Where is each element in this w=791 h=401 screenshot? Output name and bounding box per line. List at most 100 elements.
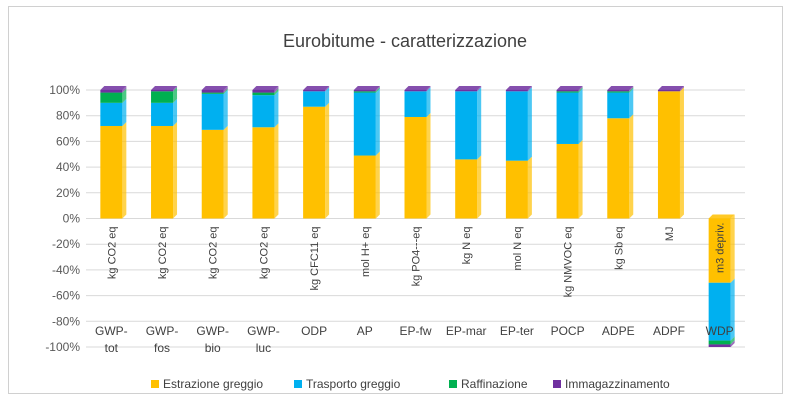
bar-top-face	[303, 86, 330, 90]
bar-segment	[100, 90, 123, 93]
unit-label: kg CO2 eq	[258, 227, 270, 280]
bar-segment	[353, 155, 376, 219]
bar-segment	[252, 90, 275, 93]
x-tick-label: ADPF	[653, 324, 685, 338]
bar-segment	[404, 91, 427, 117]
x-tick-label-line2: luc	[256, 341, 271, 355]
unit-label: MJ	[664, 227, 676, 242]
bar-segment	[353, 90, 376, 92]
bar-segment-side	[173, 98, 178, 126]
unit-label: mol H+ eq	[360, 227, 372, 277]
legend-swatch	[449, 380, 457, 388]
bar-segment-side	[274, 123, 279, 219]
bar-segment-side	[223, 125, 228, 219]
bar-segment	[201, 129, 224, 219]
bar-top-face	[505, 86, 532, 90]
chart-title: Eurobitume - caratterizzazione	[283, 31, 527, 51]
bar-segment-side	[274, 86, 279, 93]
bar-segment-side	[527, 87, 532, 161]
unit-label: kg CFC11 eq	[309, 227, 321, 291]
y-tick-label: -60%	[52, 289, 80, 303]
bar-segment-side	[325, 102, 330, 219]
unit-labels: kg CO2 eq kg CO2 eq kg CO2 eq kg CO2 eq kg C…	[106, 223, 726, 298]
bar-segment	[151, 102, 174, 126]
bar-segment-side	[223, 88, 228, 94]
bar-segment	[657, 91, 680, 219]
bar-top-face	[556, 86, 583, 90]
bar-top-face	[353, 86, 380, 90]
bar-segment-side	[122, 88, 127, 103]
bar-top-face	[708, 214, 735, 219]
bar-segment-side	[122, 98, 127, 126]
bar-segment-side	[578, 139, 583, 219]
bar-segment	[708, 340, 731, 345]
x-tick-labels: GWP-tot GWP-fos GWP-bio GWP-luc ODP AP EP-fw EP…	[95, 324, 734, 355]
bar-segment-side	[477, 87, 482, 160]
legend-item: Immagazzinamento	[553, 377, 670, 391]
unit-label: kg N eq	[461, 227, 473, 265]
bar-segment-side	[325, 87, 330, 107]
unit-label: m3 depriv.	[715, 223, 727, 274]
bar-segment-side	[274, 88, 279, 96]
bar-segment-side	[578, 87, 583, 93]
bar-segment	[151, 91, 174, 103]
x-tick-label: GWP-	[95, 324, 128, 338]
y-tick-label: 60%	[56, 134, 80, 148]
unit-label: kg Sb eq	[613, 227, 625, 270]
bar-segment	[404, 116, 427, 219]
legend-label: Raffinazione	[461, 377, 528, 391]
x-tick-label: WDP	[706, 324, 734, 338]
legend-item: Trasporto greggio	[294, 377, 401, 391]
bar-segment-side	[578, 86, 583, 92]
y-tick-label: -100%	[45, 340, 80, 354]
bar-top-face	[201, 86, 228, 90]
bar-segment	[505, 90, 528, 92]
unit-label: mol N eq	[512, 227, 524, 271]
bar-segment-side	[223, 86, 228, 93]
bar-segment-side	[629, 86, 634, 92]
x-tick-label: EP-ter	[500, 324, 534, 338]
bar-segment	[505, 91, 528, 161]
unit-label: kg NMVOC eq	[563, 227, 575, 298]
bar-segment	[657, 90, 680, 92]
bar-segment-side	[426, 86, 431, 92]
unit-label: kg PO4---eq	[411, 227, 423, 287]
y-tick-label: 40%	[56, 160, 80, 174]
bar-segment	[252, 95, 275, 128]
x-tick-label: GWP-	[146, 324, 179, 338]
bar-segment	[455, 159, 478, 219]
y-tick-label: -20%	[52, 237, 80, 251]
bar-segment-side	[730, 214, 735, 283]
y-tick-label: -40%	[52, 263, 80, 277]
bar-segment	[353, 92, 376, 156]
legend-swatch	[294, 380, 302, 388]
bar-segment	[100, 125, 123, 219]
bar-segment	[353, 91, 376, 93]
bar-segment-side	[325, 86, 330, 92]
bar-segment-side	[527, 156, 532, 219]
legend-swatch	[553, 380, 561, 388]
bar-segment	[556, 90, 579, 92]
bar-segment	[607, 90, 630, 92]
bar-segment-side	[122, 121, 127, 219]
bar-layer	[100, 86, 735, 347]
bar-segment-side	[375, 86, 380, 92]
bar-segment	[303, 91, 326, 107]
bar-top-face	[607, 86, 634, 90]
bar-top-face	[252, 86, 279, 90]
bar-segment	[151, 125, 174, 219]
x-tick-label: ADPE	[602, 324, 635, 338]
x-tick-label: AP	[357, 324, 373, 338]
unit-label: kg CO2 eq	[106, 227, 118, 280]
bar-segment	[455, 90, 478, 92]
y-tick-label: 0%	[63, 212, 81, 226]
unit-label: kg CO2 eq	[208, 227, 220, 280]
bar-segment	[201, 90, 224, 93]
bar-segment-side	[173, 86, 178, 92]
bar-segment	[201, 93, 224, 130]
bar-segment	[556, 143, 579, 219]
bar-segment	[607, 118, 630, 219]
bar-top-face	[100, 86, 127, 90]
legend-item: Raffinazione	[449, 377, 528, 391]
